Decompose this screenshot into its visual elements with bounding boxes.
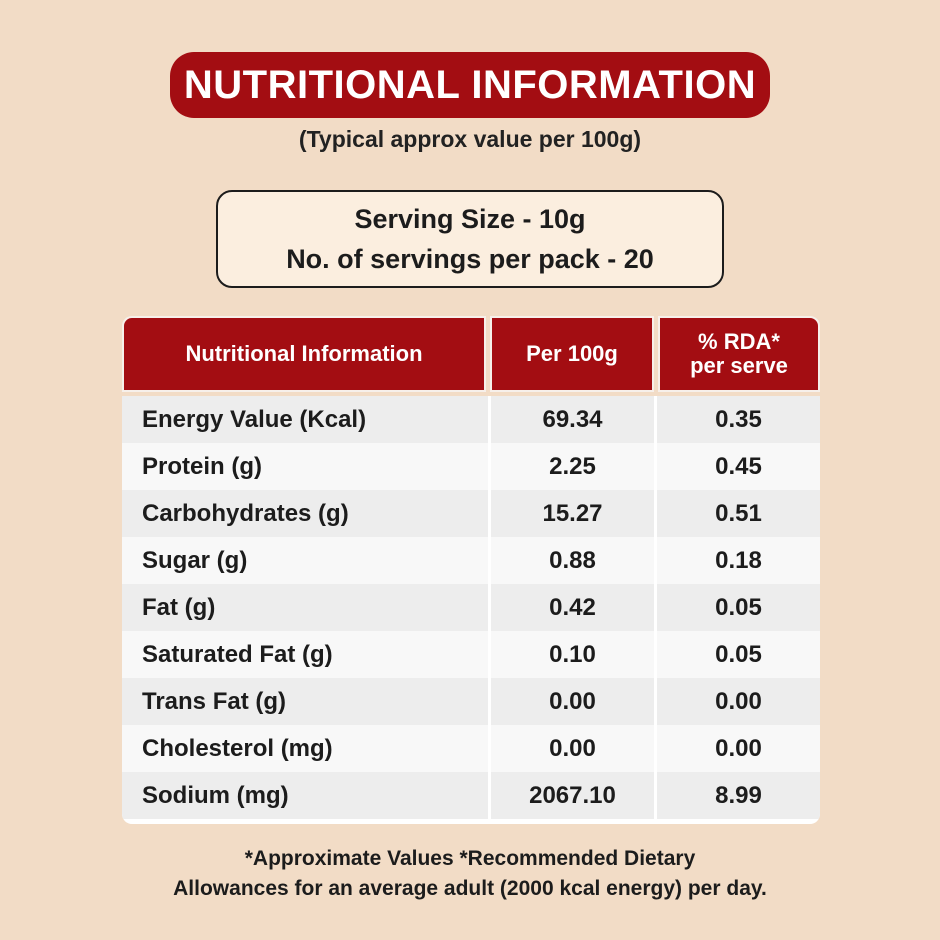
rda-value: 8.99 <box>654 772 820 819</box>
header-rda-line1: % RDA* <box>698 329 780 354</box>
nutrient-name: Sodium (mg) <box>122 772 488 819</box>
header-rda-per-serve: % RDA* per serve <box>658 316 820 392</box>
per-100g-value: 0.88 <box>488 537 654 584</box>
nutrient-name: Cholesterol (mg) <box>122 725 488 772</box>
rda-value: 0.35 <box>654 396 820 443</box>
nutrient-name: Saturated Fat (g) <box>122 631 488 678</box>
per-100g-value: 0.00 <box>488 678 654 725</box>
nutrient-name: Sugar (g) <box>122 537 488 584</box>
table-body: Energy Value (Kcal) 69.34 0.35 Protein (… <box>122 396 820 824</box>
footnote-line2: Allowances for an average adult (2000 kc… <box>173 877 767 900</box>
rda-value: 0.05 <box>654 584 820 631</box>
header-per-100g: Per 100g <box>490 316 654 392</box>
title-banner: NUTRITIONAL INFORMATION <box>170 52 770 118</box>
table-row: Fat (g) 0.42 0.05 <box>122 584 820 631</box>
table-row: Cholesterol (mg) 0.00 0.00 <box>122 725 820 772</box>
table-row: Trans Fat (g) 0.00 0.00 <box>122 678 820 725</box>
nutrient-name: Protein (g) <box>122 443 488 490</box>
per-100g-value: 15.27 <box>488 490 654 537</box>
rda-value: 0.00 <box>654 678 820 725</box>
table-row: Protein (g) 2.25 0.45 <box>122 443 820 490</box>
per-100g-value: 69.34 <box>488 396 654 443</box>
rda-value: 0.51 <box>654 490 820 537</box>
footnote: *Approximate Values *Recommended Dietary… <box>0 844 940 904</box>
per-100g-value: 2067.10 <box>488 772 654 819</box>
rda-value: 0.00 <box>654 725 820 772</box>
nutrient-name: Energy Value (Kcal) <box>122 396 488 443</box>
serving-size: Serving Size - 10g <box>354 204 586 234</box>
header-nutritional-information: Nutritional Information <box>122 316 486 392</box>
serving-info-box: Serving Size - 10g No. of servings per p… <box>216 190 724 288</box>
header-rda-line2: per serve <box>690 353 788 378</box>
rda-value: 0.18 <box>654 537 820 584</box>
per-100g-value: 0.10 <box>488 631 654 678</box>
nutrient-name: Carbohydrates (g) <box>122 490 488 537</box>
table-row: Sodium (mg) 2067.10 8.99 <box>122 772 820 819</box>
nutrient-name: Trans Fat (g) <box>122 678 488 725</box>
per-100g-value: 2.25 <box>488 443 654 490</box>
nutrition-table: Nutritional Information Per 100g % RDA* … <box>122 316 820 824</box>
rda-value: 0.05 <box>654 631 820 678</box>
footnote-line1: *Approximate Values *Recommended Dietary <box>244 847 696 870</box>
per-100g-value: 0.00 <box>488 725 654 772</box>
page-title: NUTRITIONAL INFORMATION <box>183 62 757 107</box>
table-row: Energy Value (Kcal) 69.34 0.35 <box>122 396 820 443</box>
table-row: Saturated Fat (g) 0.10 0.05 <box>122 631 820 678</box>
table-row: Carbohydrates (g) 15.27 0.51 <box>122 490 820 537</box>
nutrient-name: Fat (g) <box>122 584 488 631</box>
per-100g-value: 0.42 <box>488 584 654 631</box>
subtitle: (Typical approx value per 100g) <box>298 126 642 152</box>
servings-per-pack: No. of servings per pack - 20 <box>286 244 654 274</box>
table-row: Sugar (g) 0.88 0.18 <box>122 537 820 584</box>
table-header: Nutritional Information Per 100g % RDA* … <box>122 316 820 392</box>
rda-value: 0.45 <box>654 443 820 490</box>
